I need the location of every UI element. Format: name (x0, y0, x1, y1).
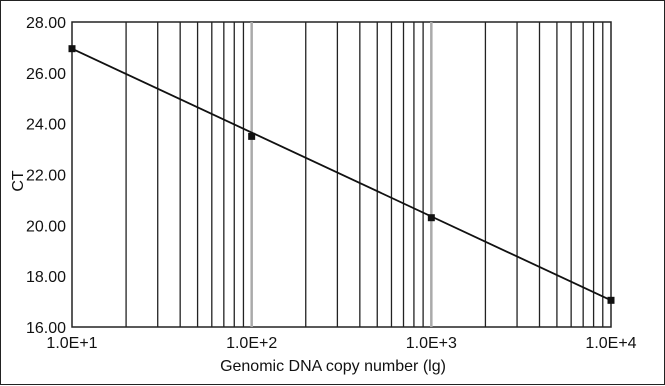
data-point (248, 132, 256, 140)
y-axis-title: CT (10, 170, 27, 192)
x-tick-labels: 1.0E+1 1.0E+2 1.0E+3 1.0E+4 (46, 335, 636, 352)
x-tick-label: 1.0E+4 (585, 335, 636, 352)
x-axis-title: Genomic DNA copy number (lg) (220, 358, 446, 375)
x-tick-label: 1.0E+1 (46, 335, 97, 352)
data-point (607, 296, 615, 304)
y-tick-label: 16.00 (26, 320, 66, 337)
regression-line (71, 47, 612, 302)
x-tick-label: 1.0E+2 (226, 335, 277, 352)
fit-line-layer (71, 47, 612, 302)
y-tick-label: 26.00 (26, 66, 66, 83)
data-point (427, 214, 435, 222)
y-tick-label: 24.00 (26, 117, 66, 134)
y-tick-label: 18.00 (26, 269, 66, 286)
y-tick-label: 22.00 (26, 168, 66, 185)
y-tick-labels: 16.00 18.00 20.00 22.00 24.00 26.00 28.00 (26, 15, 66, 337)
data-point (68, 45, 76, 53)
data-points (68, 45, 615, 304)
x-tick-label: 1.0E+3 (406, 335, 457, 352)
y-tick-label: 28.00 (26, 15, 66, 32)
grid-lines (125, 22, 604, 327)
y-tick-label: 20.00 (26, 218, 66, 235)
